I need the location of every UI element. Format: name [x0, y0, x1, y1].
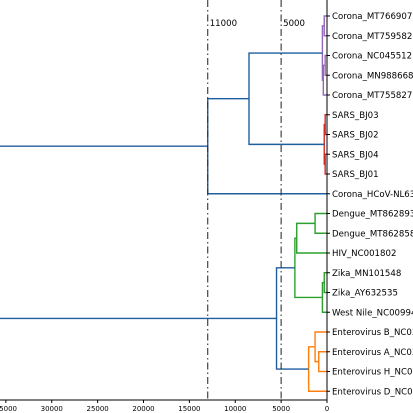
- branch-root: [0, 145, 277, 320]
- leaf-label-10: Dengue_MT862893: [332, 210, 413, 220]
- x-tick-label-5: 10000: [224, 405, 246, 413]
- branch-c4: [321, 25, 325, 81]
- dendrogram-branches: [0, 15, 327, 392]
- leaf-label-16: Enterovirus B_NC038306: [332, 328, 413, 338]
- branch-o3: [307, 346, 327, 392]
- x-tick-label-0: 35000: [0, 405, 17, 413]
- x-tick-label-2: 25000: [86, 405, 108, 413]
- leaf-label-17: Enterovirus A_NC038307: [332, 348, 413, 358]
- leaf-label-12: HIV_NC001802: [332, 249, 396, 259]
- leaf-labels: Corona_MT766907 Corona_MT759582 Corona_NC0…: [327, 12, 413, 397]
- x-tick-label-7: 0: [325, 405, 329, 413]
- leaf-label-6: SARS_BJ02: [332, 131, 379, 141]
- leaf-label-0: Corona_MT766907: [332, 12, 412, 22]
- threshold-label-2: 5000: [283, 19, 305, 29]
- leaf-label-5: SARS_BJ03: [332, 111, 379, 121]
- x-tick-label-1: 30000: [41, 405, 63, 413]
- threshold-lines: 39000110005000: [207, 0, 305, 400]
- branch-b1: [248, 52, 325, 146]
- branch-g2: [296, 222, 327, 254]
- branch-g1: [314, 212, 327, 234]
- leaf-label-11: Dengue_MT862858: [332, 229, 413, 239]
- branch-g5: [294, 237, 323, 299]
- leaf-label-13: Zika_MN101548: [332, 269, 401, 279]
- x-tick-label-4: 15000: [178, 405, 200, 413]
- leaf-label-2: Corona_NC045512: [332, 52, 412, 62]
- x-axis: 3500030000250002000015000100005000040000: [0, 399, 329, 413]
- branch-g4: [321, 281, 327, 313]
- leaf-label-1: Corona_MT759582: [332, 32, 412, 42]
- x-tick-label-3: 20000: [132, 405, 154, 413]
- leaf-label-19: Enterovirus D_NC038309: [332, 387, 413, 397]
- leaf-label-4: Corona_MT755827: [332, 91, 412, 101]
- leaf-label-7: SARS_BJ04: [332, 150, 379, 160]
- leaf-label-9: Corona_HCoV-NL63: [332, 190, 413, 200]
- branch-o1: [318, 351, 327, 373]
- x-tick-label-6: 5000: [272, 405, 290, 413]
- leaf-label-15: West Nile_NC009942: [332, 308, 413, 318]
- leaf-label-8: SARS_BJ01: [332, 170, 379, 180]
- threshold-label-1: 11000: [210, 19, 237, 29]
- branch-o2: [314, 331, 327, 363]
- branch-b3: [275, 267, 309, 370]
- leaf-label-3: Corona_MN988668: [332, 71, 413, 81]
- branch-b2: [207, 98, 327, 195]
- leaf-label-18: Enterovirus H_NC038308: [332, 368, 413, 378]
- leaf-label-14: Zika_AY632535: [332, 289, 398, 299]
